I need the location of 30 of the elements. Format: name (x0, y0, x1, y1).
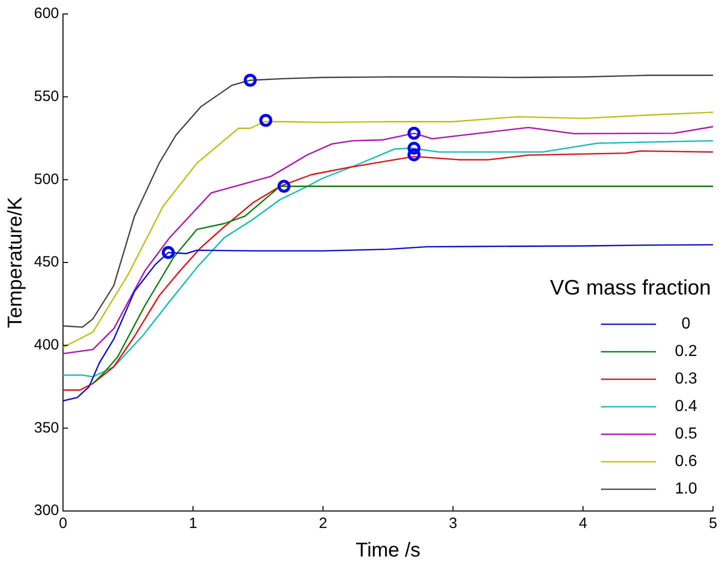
point (278, 180, 291, 193)
legend-label: 0.4 (674, 398, 698, 416)
point (244, 74, 257, 87)
x-tick-label: 4 (578, 515, 588, 532)
legend-label: 0.5 (674, 426, 698, 443)
x-tick-label: 0 (58, 515, 68, 532)
y-tick-label: 350 (34, 419, 60, 436)
legend-label: 0.3 (674, 370, 698, 388)
y-tick-label: 550 (34, 88, 60, 105)
point (408, 148, 421, 162)
point (259, 114, 272, 127)
x-tick-label: 3 (448, 515, 458, 532)
legend-title: VG mass fraction (550, 276, 711, 300)
legend-label: 0.2 (674, 343, 698, 360)
x-tick-label: 5 (708, 515, 718, 532)
point (408, 126, 421, 140)
x-axis-title: Time /s (356, 540, 420, 562)
legend-label: 0.6 (674, 453, 698, 470)
y-tick-label: 450 (34, 254, 60, 271)
legend-label: 0 (682, 316, 691, 333)
point (162, 246, 175, 260)
y-tick-label: 400 (34, 336, 60, 354)
y-tick-label: 500 (34, 170, 60, 188)
legend-label: 1.0 (674, 480, 698, 498)
y-axis-title: Temperature/K (4, 196, 27, 328)
y-tick-label: 600 (34, 5, 60, 22)
point (408, 142, 421, 155)
x-tick-label: 2 (318, 515, 328, 532)
x-tick-label: 1 (188, 515, 198, 532)
y-tick-label: 300 (34, 502, 60, 520)
